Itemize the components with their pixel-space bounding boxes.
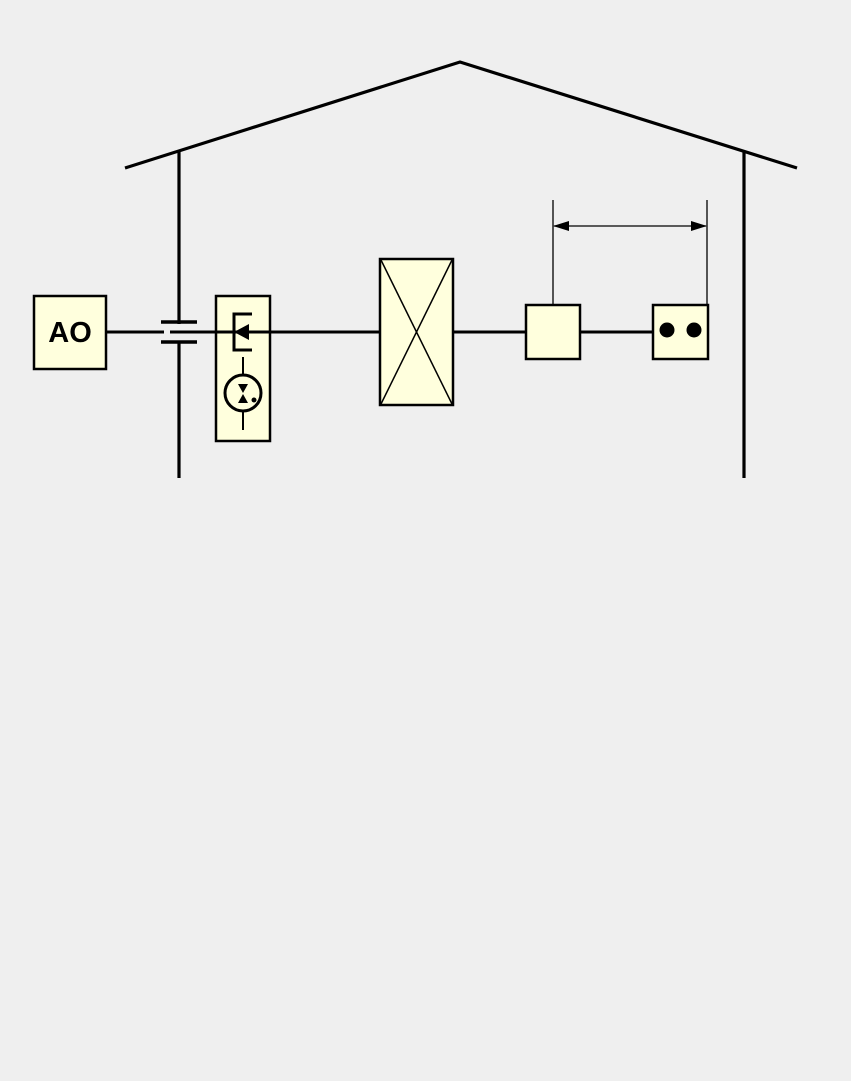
house-outline (124, 60, 798, 478)
dimension-arrow (552, 200, 708, 305)
transceiver-unit (214, 294, 272, 443)
transistor-symbol (216, 312, 270, 352)
double-dot-connector (651, 303, 710, 361)
small-box-left (524, 303, 582, 361)
roof-line (124, 60, 798, 170)
diode-circle-symbol (223, 357, 263, 430)
crossed-box (378, 257, 455, 407)
capacitor-symbol (161, 320, 216, 344)
ao-label: AO (48, 317, 92, 349)
ao-box: AO (32, 294, 108, 371)
